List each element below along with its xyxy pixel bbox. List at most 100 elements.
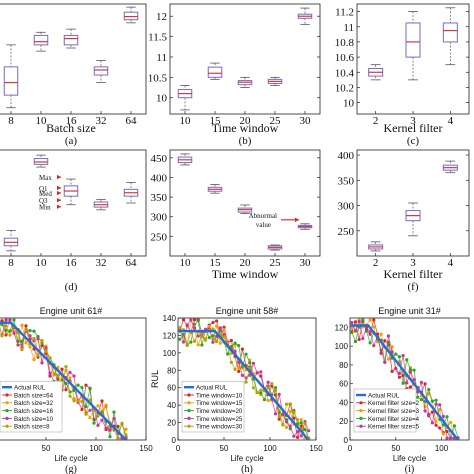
- x-tick-label: 10: [36, 115, 48, 127]
- legend-marker: [187, 416, 191, 420]
- annotation-label: Min: [39, 204, 51, 212]
- arrow-head: [295, 217, 299, 223]
- x-tick-label: 15: [210, 257, 222, 269]
- box-32: [93, 66, 109, 76]
- y-tick-label: 100: [335, 342, 349, 351]
- y-tick-label: 0: [344, 436, 349, 445]
- x-tick-label: 100: [89, 444, 103, 453]
- legend-label: Batch size=16: [14, 408, 54, 415]
- boxplot-panel-a: 8 10 16 32 64 Batch size(a): [0, 3, 147, 147]
- box-16: [63, 34, 79, 46]
- annotation-label: Q1: [39, 185, 48, 193]
- prediction-line: [351, 319, 459, 439]
- panel-title: Engine unit 61#: [40, 306, 103, 316]
- x-tick-label: 100: [263, 444, 277, 453]
- x-axis-label: Kernel filter: [384, 121, 443, 135]
- x-tick-label: 4: [448, 115, 454, 127]
- x-tick-label: 64: [126, 257, 138, 269]
- rul-panel-h: Engine unit 58# 0 50 100 150 0 20 40 60 80 100 120 1…: [150, 306, 323, 474]
- actual-rul-line: [0, 321, 127, 441]
- x-tick-label: 50: [220, 444, 229, 453]
- legend-label: Batch size=32: [14, 400, 54, 407]
- prediction-line: [179, 327, 310, 439]
- x-tick-label: 25: [270, 115, 282, 127]
- y-tick-label: 120: [335, 323, 349, 332]
- panel-caption: (c): [407, 135, 420, 147]
- y-tick-label: 80: [339, 361, 348, 370]
- legend-marker: [359, 409, 363, 413]
- y-tick-label: 60: [167, 384, 176, 393]
- x-tick-label: 3: [410, 115, 416, 127]
- legend-label: Actual RUL: [196, 385, 228, 392]
- annotation-label: value: [256, 221, 271, 229]
- legend-marker: [5, 424, 9, 428]
- legend-marker: [359, 416, 363, 420]
- legend-marker: [187, 424, 191, 428]
- arrow-head: [57, 190, 61, 196]
- boxplot-panel-b: 10 10.5 11 11.5 12 10 15 20 25 30 Time window(b): [148, 3, 321, 147]
- x-tick-label: 30: [300, 115, 312, 127]
- box-10: [33, 34, 49, 46]
- x-tick-label: 25: [270, 257, 282, 269]
- y-tick-label: 60: [339, 380, 348, 389]
- x-tick-label: 32: [96, 115, 107, 127]
- x-tick-label: 50: [42, 444, 51, 453]
- y-tick-label: 40: [339, 398, 348, 407]
- y-tick-label: 250: [151, 231, 168, 243]
- x-tick-label: 0: [348, 444, 353, 453]
- x-tick-label: 10: [180, 257, 192, 269]
- legend-marker: [359, 424, 363, 428]
- x-tick-label: 3: [410, 257, 416, 269]
- y-tick-label: 100: [163, 349, 177, 358]
- y-tick-label: 10.2: [335, 82, 354, 94]
- legend-label: Kernel filter size=2: [368, 400, 420, 407]
- y-tick-label: 11: [343, 22, 354, 34]
- prediction-line: [351, 319, 459, 439]
- x-tick-label: 20: [240, 115, 252, 127]
- panel-title: Engine unit 58#: [216, 306, 279, 316]
- y-tick-label: 10.6: [335, 52, 355, 64]
- y-tick-label: 250: [338, 226, 355, 238]
- x-tick-label: 100: [435, 444, 449, 453]
- rul-panel-g: Engine unit 61# 50 100 150 Life cycle(g) Actu…: [0, 306, 153, 474]
- y-tick-label: 40: [167, 401, 176, 410]
- panel-title: Engine unit 31#: [378, 306, 441, 316]
- y-tick-label: 10.4: [335, 67, 355, 79]
- rul-panel-i: Engine unit 31# 0 50 100 0 20 40 60 80 100 120 Life…: [335, 306, 470, 474]
- arrow-head: [57, 197, 61, 203]
- box-3: [405, 22, 421, 58]
- boxplot-panel-e: 250 300 350 400 450 10 15 20 25 30 Time window Abno…: [151, 149, 321, 281]
- legend-label: Batch size=64: [14, 392, 54, 399]
- y-tick-label: 12: [156, 11, 167, 23]
- y-tick-label: 11.2: [335, 7, 354, 19]
- legend-label: Time window=20: [196, 408, 243, 415]
- y-tick-label: 400: [151, 172, 168, 184]
- legend-marker: [187, 401, 191, 405]
- x-tick-label: 30: [300, 257, 312, 269]
- annotation-label: Med: [39, 190, 52, 198]
- x-tick-label: 10: [180, 115, 192, 127]
- x-tick-label: 10: [36, 257, 48, 269]
- legend-marker: [5, 401, 9, 405]
- box-64: [123, 11, 139, 21]
- legend-label: Actual RUL: [14, 385, 46, 392]
- x-tick-label: 50: [391, 444, 400, 453]
- panel-caption: (a): [65, 135, 78, 147]
- x-tick-label: 8: [8, 115, 14, 127]
- panel-caption: (d): [65, 281, 78, 293]
- legend-marker: [187, 409, 191, 413]
- x-tick-label: 150: [309, 444, 323, 453]
- y-tick-label: 11: [156, 52, 167, 64]
- x-tick-label: 2: [373, 115, 379, 127]
- y-tick-label: 120: [163, 331, 177, 340]
- legend-label: Actual RUL: [368, 392, 400, 399]
- x-tick-label: 150: [139, 444, 153, 453]
- plot-frame: [0, 149, 147, 257]
- x-axis-label: Time window: [212, 121, 279, 135]
- x-axis-label: Life cycle: [230, 454, 264, 463]
- y-tick-label: 11.5: [148, 32, 167, 44]
- annotation-label: Q3: [39, 197, 48, 205]
- x-axis-label: Life cycle: [54, 454, 88, 463]
- x-tick-label: 64: [126, 115, 138, 127]
